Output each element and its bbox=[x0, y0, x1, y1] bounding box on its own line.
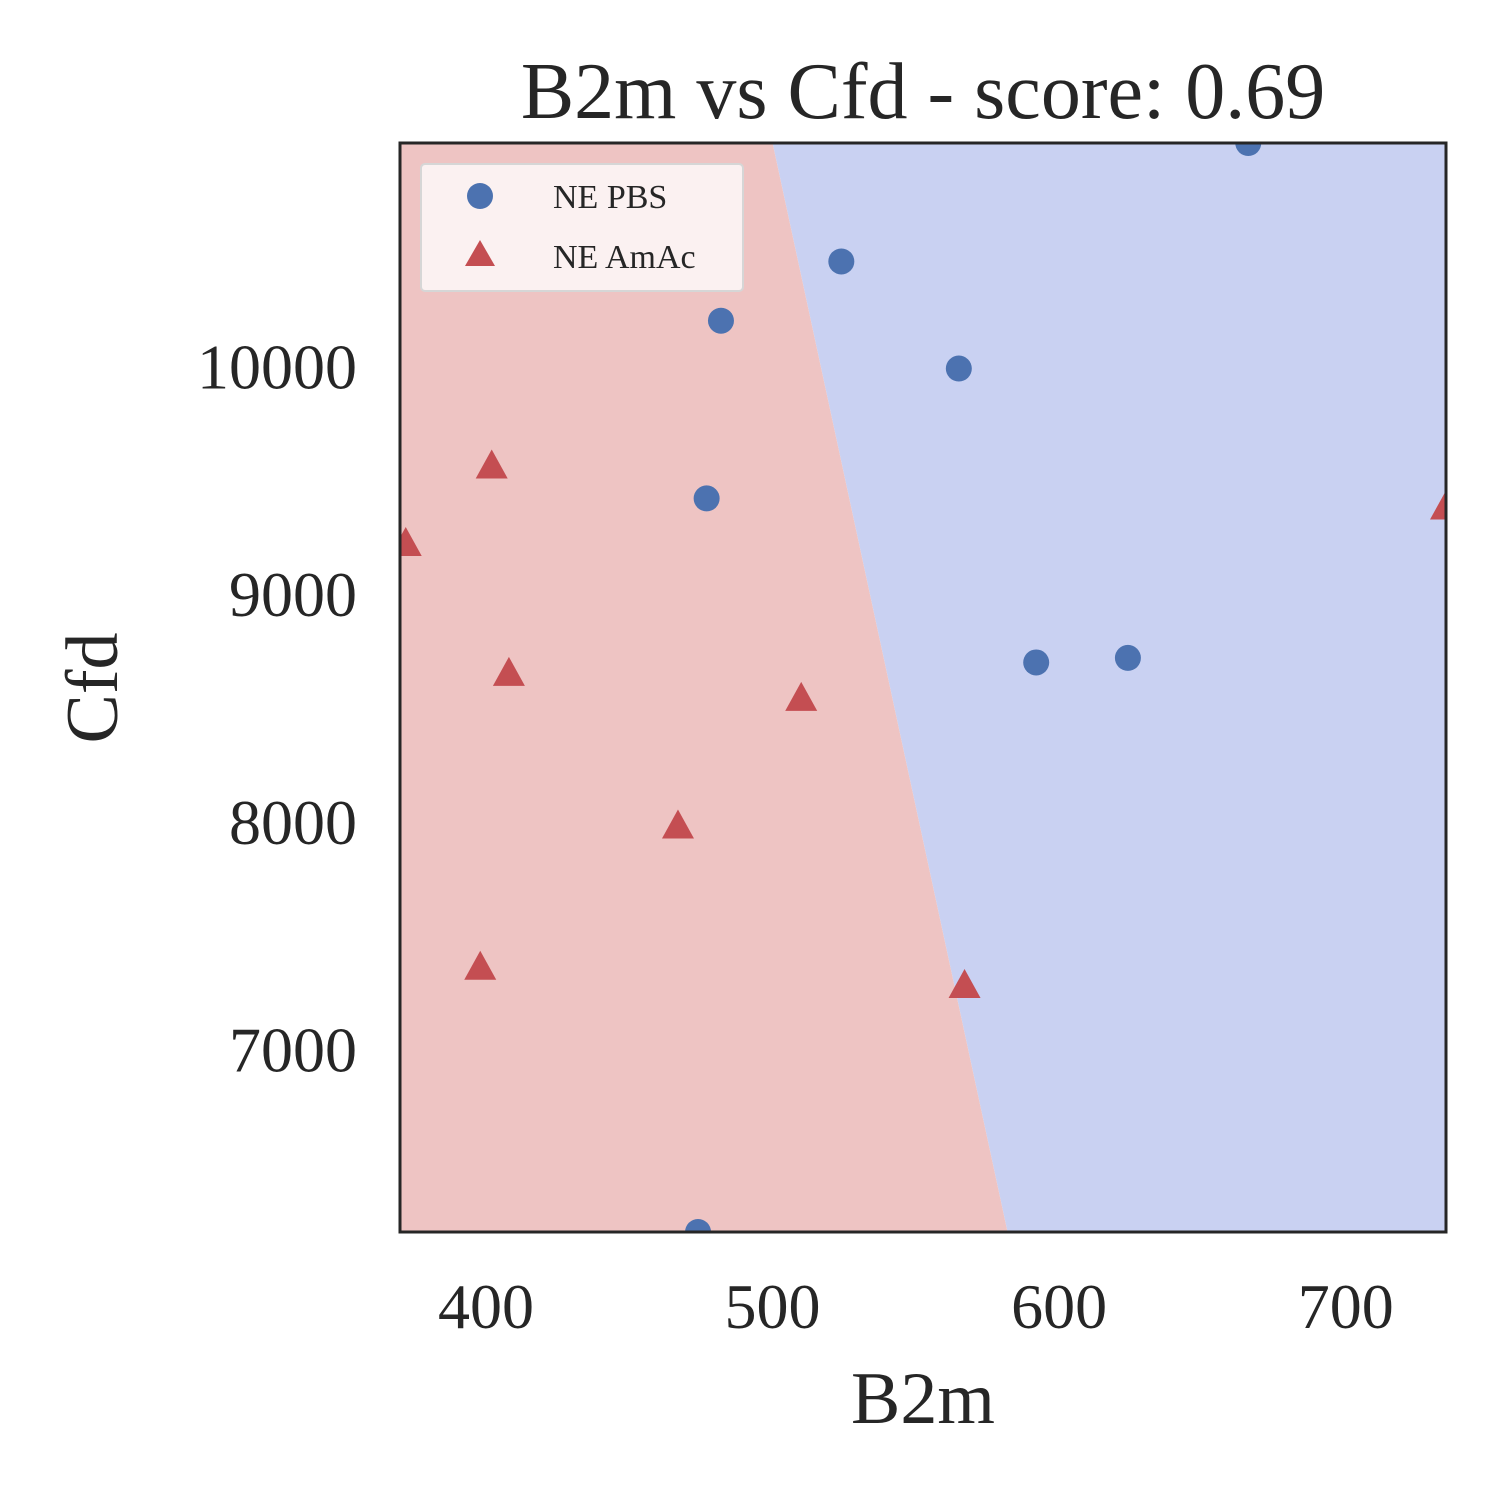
x-axis-ticks: 400 500 600 700 bbox=[438, 1271, 1394, 1342]
data-points bbox=[400, 143, 1446, 1232]
legend-marker-ne-pbs bbox=[467, 183, 493, 209]
legend-label-ne-pbs: NE PBS bbox=[553, 179, 667, 216]
point-ne-amac bbox=[661, 809, 694, 839]
chart-title: B2m vs Cfd - score: 0.69 bbox=[521, 48, 1325, 136]
region-ne-pbs bbox=[772, 143, 1446, 1232]
point-ne-amac bbox=[1430, 490, 1446, 520]
y-tick-label: 8000 bbox=[229, 787, 357, 858]
point-ne-pbs bbox=[685, 1219, 712, 1232]
point-ne-pbs bbox=[945, 355, 972, 382]
y-tick-label: 10000 bbox=[197, 331, 357, 402]
x-axis-label: B2m bbox=[851, 1358, 995, 1440]
y-axis-label: Cfd bbox=[52, 633, 134, 744]
legend-box bbox=[420, 163, 744, 292]
region-ne-amac bbox=[400, 143, 1008, 1232]
point-ne-pbs bbox=[1023, 649, 1050, 676]
point-ne-pbs bbox=[828, 248, 855, 275]
point-ne-pbs bbox=[1114, 644, 1141, 671]
point-ne-amac bbox=[400, 526, 422, 556]
point-ne-pbs bbox=[707, 307, 734, 334]
legend: NE PBS NE AmAc bbox=[420, 163, 744, 292]
x-tick-label: 600 bbox=[1011, 1271, 1107, 1342]
x-tick-label: 400 bbox=[438, 1271, 534, 1342]
x-tick-label: 500 bbox=[725, 1271, 821, 1342]
point-ne-pbs bbox=[1235, 143, 1262, 156]
point-ne-amac bbox=[785, 681, 818, 711]
plot-area bbox=[400, 143, 1446, 1232]
legend-label-ne-amac: NE AmAc bbox=[553, 239, 696, 276]
point-ne-pbs bbox=[693, 485, 720, 512]
y-tick-label: 9000 bbox=[229, 559, 357, 630]
point-ne-amac bbox=[475, 449, 508, 479]
legend-marker-ne-amac bbox=[465, 240, 495, 266]
point-ne-amac bbox=[492, 656, 525, 686]
x-tick-label: 700 bbox=[1298, 1271, 1394, 1342]
y-tick-label: 7000 bbox=[229, 1015, 357, 1086]
y-axis-ticks: 7000 8000 9000 10000 bbox=[197, 331, 357, 1085]
plot-frame bbox=[398, 141, 1448, 1234]
point-ne-amac bbox=[948, 968, 981, 998]
point-ne-amac bbox=[464, 950, 497, 980]
